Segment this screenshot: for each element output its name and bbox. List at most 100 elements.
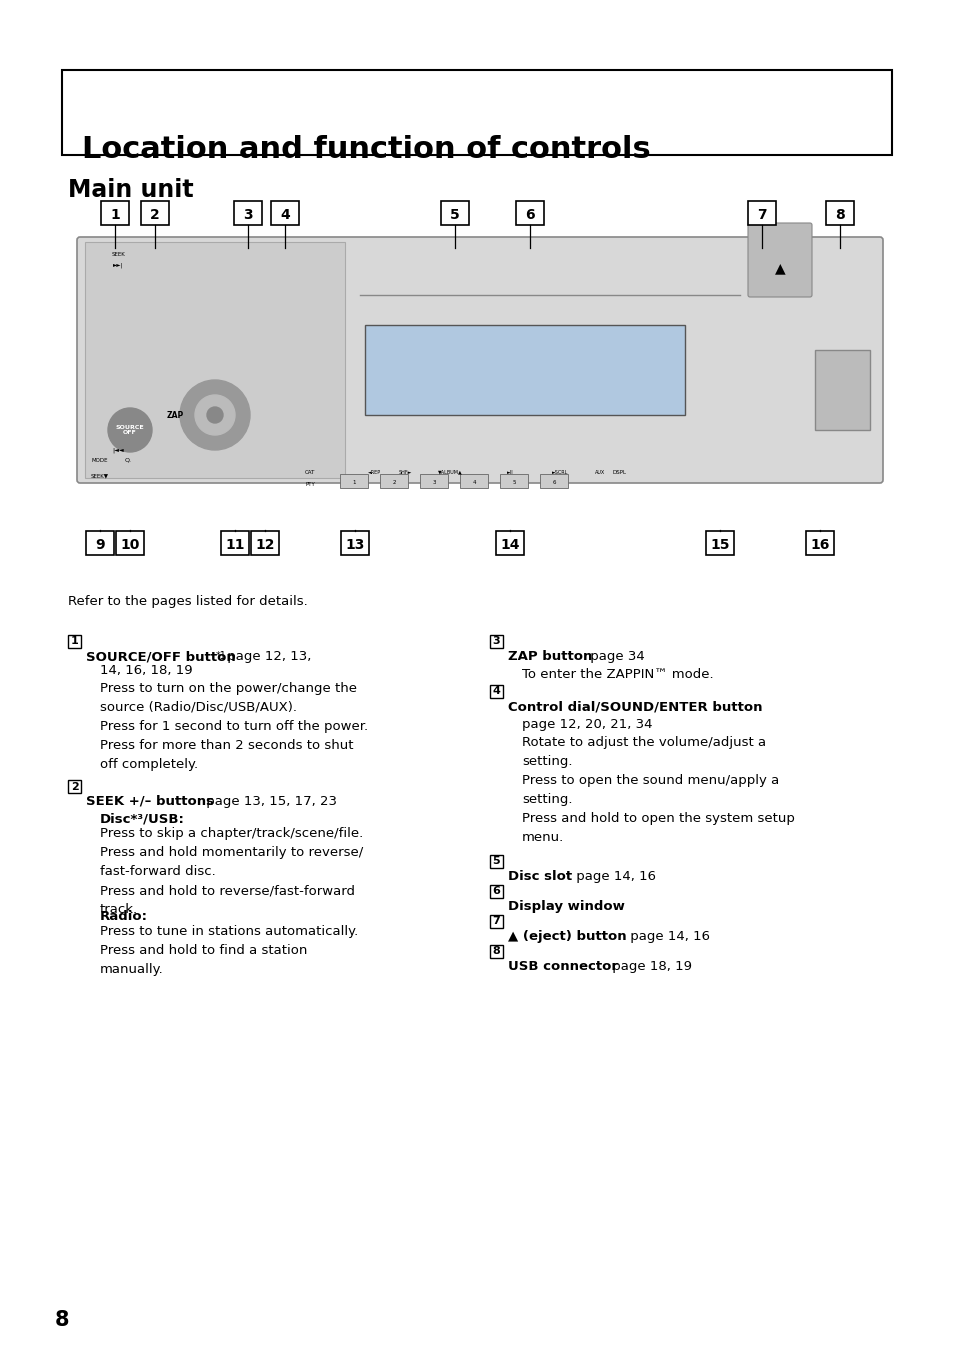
Bar (271, 201, 298, 224)
Text: page 14, 16: page 14, 16 (625, 930, 709, 942)
Bar (251, 531, 278, 556)
Circle shape (207, 407, 223, 423)
Bar (705, 531, 733, 556)
Text: Press to turn on the power/change the
source (Radio/Disc/USB/AUX).
Press for 1 s: Press to turn on the power/change the so… (100, 681, 368, 771)
Text: SHF►: SHF► (398, 469, 412, 475)
Bar (539, 475, 567, 488)
Text: page 12, 13,: page 12, 13, (223, 650, 311, 662)
Text: 4: 4 (280, 208, 290, 222)
Bar (490, 854, 502, 868)
Bar (141, 201, 169, 224)
Text: page 34: page 34 (585, 650, 644, 662)
Circle shape (108, 408, 152, 452)
Circle shape (180, 380, 250, 450)
Bar (459, 475, 488, 488)
Text: ZAP: ZAP (166, 411, 183, 419)
Text: Location and function of controls: Location and function of controls (82, 135, 650, 164)
Text: 2: 2 (71, 781, 78, 791)
Text: Disc*³/USB:: Disc*³/USB: (100, 813, 185, 826)
Text: Press to skip a chapter/track/scene/file.
Press and hold momentarily to reverse/: Press to skip a chapter/track/scene/file… (100, 827, 363, 917)
Text: ◄REP: ◄REP (368, 469, 381, 475)
Text: 13: 13 (345, 538, 364, 552)
Text: Rotate to adjust the volume/adjust a
setting.
Press to open the sound menu/apply: Rotate to adjust the volume/adjust a set… (521, 735, 794, 844)
Bar (233, 201, 262, 224)
Text: 5: 5 (512, 480, 516, 484)
Text: DSPL: DSPL (613, 469, 626, 475)
Text: 2: 2 (392, 480, 395, 484)
Text: Q.: Q. (125, 457, 132, 462)
Bar (340, 531, 369, 556)
Bar (365, 324, 684, 415)
Text: 8: 8 (834, 208, 844, 222)
Text: 12: 12 (255, 538, 274, 552)
Text: page 12, 20, 21, 34: page 12, 20, 21, 34 (521, 718, 652, 731)
Text: 2: 2 (150, 208, 160, 222)
Text: 7: 7 (492, 917, 500, 926)
Text: 4: 4 (492, 687, 500, 696)
Text: 7: 7 (757, 208, 766, 222)
Bar (490, 685, 502, 698)
Bar (440, 201, 469, 224)
Text: 6: 6 (525, 208, 535, 222)
Text: AUX: AUX (595, 469, 604, 475)
Text: SOURCE/OFF button: SOURCE/OFF button (86, 650, 235, 662)
Text: page 14, 16: page 14, 16 (572, 869, 656, 883)
Bar (221, 531, 249, 556)
Text: page 13, 15, 17, 23: page 13, 15, 17, 23 (202, 795, 336, 808)
Text: 1: 1 (110, 208, 120, 222)
Bar (825, 201, 853, 224)
Text: *1: *1 (215, 652, 227, 661)
Text: USB connector: USB connector (507, 960, 618, 973)
Bar (805, 531, 833, 556)
Text: 14: 14 (499, 538, 519, 552)
Text: 15: 15 (709, 538, 729, 552)
Bar (116, 531, 144, 556)
Text: Disc slot: Disc slot (507, 869, 572, 883)
Text: Control dial/SOUND/ENTER button: Control dial/SOUND/ENTER button (507, 700, 761, 713)
Bar (68, 780, 81, 794)
Text: 5: 5 (492, 857, 499, 867)
FancyBboxPatch shape (77, 237, 882, 483)
Text: 8: 8 (492, 946, 500, 956)
Text: 11: 11 (225, 538, 245, 552)
Text: 8: 8 (55, 1310, 70, 1330)
Bar (499, 475, 527, 488)
Text: 16: 16 (809, 538, 829, 552)
Bar (490, 915, 502, 927)
Text: 14, 16, 18, 19: 14, 16, 18, 19 (100, 664, 193, 677)
Text: 3: 3 (243, 208, 253, 222)
Text: 5: 5 (450, 208, 459, 222)
Bar (496, 531, 523, 556)
Bar (86, 531, 113, 556)
Text: MODE: MODE (91, 457, 108, 462)
Text: ►SCRL: ►SCRL (551, 469, 568, 475)
Text: 9: 9 (95, 538, 105, 552)
Text: ZAP button: ZAP button (507, 650, 592, 662)
Text: SEEK +/– buttons: SEEK +/– buttons (86, 795, 213, 808)
Text: CAT: CAT (305, 469, 314, 475)
Bar (101, 201, 129, 224)
FancyBboxPatch shape (85, 242, 345, 479)
Text: 10: 10 (120, 538, 139, 552)
FancyBboxPatch shape (62, 70, 891, 155)
Text: 1: 1 (71, 637, 78, 646)
Bar (419, 475, 448, 488)
Circle shape (194, 395, 234, 435)
Bar (339, 475, 368, 488)
Text: 3: 3 (432, 480, 436, 484)
Bar (490, 635, 502, 648)
Text: SOURCE
OFF: SOURCE OFF (115, 425, 144, 435)
Text: ▲: ▲ (774, 261, 784, 274)
Text: page 18, 19: page 18, 19 (607, 960, 691, 973)
Text: PTY: PTY (305, 481, 314, 487)
Text: SEEK▼: SEEK▼ (91, 473, 109, 479)
Bar (379, 475, 408, 488)
Bar (516, 201, 543, 224)
Text: ►II: ►II (506, 469, 513, 475)
Text: Main unit: Main unit (68, 178, 193, 201)
Text: Display window: Display window (507, 900, 624, 913)
Text: 6: 6 (552, 480, 556, 484)
Text: ▼ALBUM▲: ▼ALBUM▲ (437, 469, 462, 475)
Text: 4: 4 (472, 480, 476, 484)
Bar (490, 945, 502, 959)
